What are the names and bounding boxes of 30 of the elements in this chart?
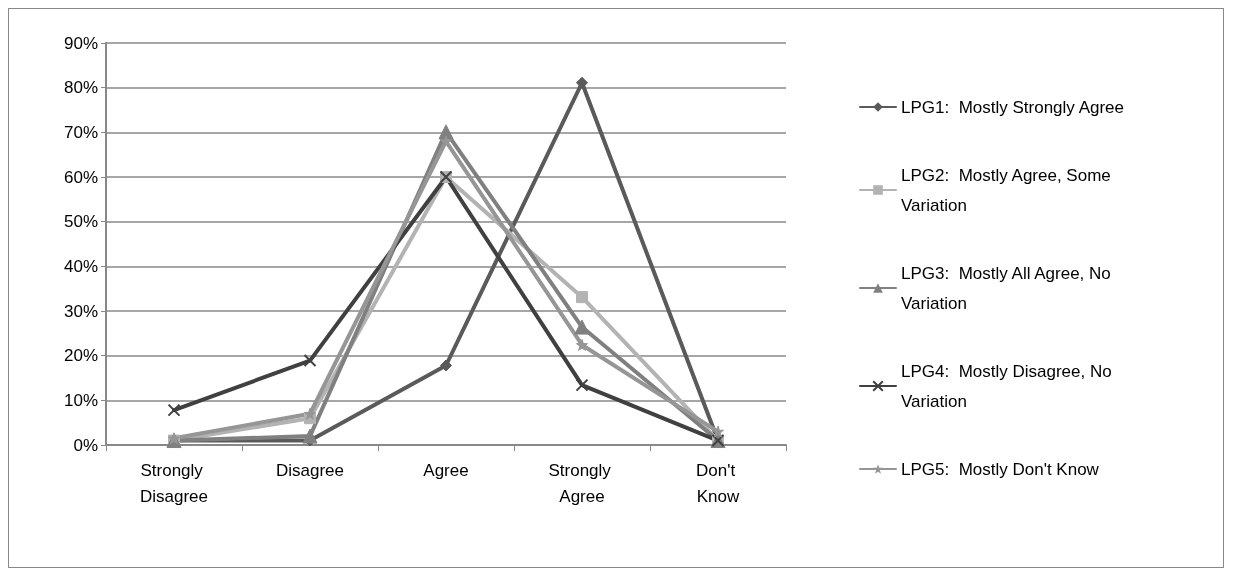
y-tick-label: 0% xyxy=(73,435,98,455)
y-tick-label: 40% xyxy=(63,256,98,276)
y-tick-label: 90% xyxy=(63,33,98,53)
point xyxy=(440,359,452,372)
point xyxy=(304,407,316,420)
x-tick-label: Disagree xyxy=(275,460,345,480)
x-tick-label: Agree xyxy=(423,460,469,480)
y-tick-label: 10% xyxy=(63,390,98,410)
y-tick-label: 60% xyxy=(63,167,98,187)
y-tick-label: 50% xyxy=(63,212,98,232)
x-tick-label: Strongly Agree xyxy=(548,460,616,506)
x-tick-label: Strongly Disagree xyxy=(139,460,209,506)
y-tick-label: 70% xyxy=(63,122,98,142)
point xyxy=(576,76,588,89)
legend-label: LPG4: Mostly Disagree, No Variation xyxy=(901,361,1117,411)
legend-label: LPG2: Mostly Agree, Some Variation xyxy=(901,165,1116,215)
y-tick-label: 20% xyxy=(63,346,98,366)
point xyxy=(712,425,724,438)
legend-label: LPG1: Mostly Strongly Agree xyxy=(901,97,1124,117)
point xyxy=(302,428,318,444)
legend-label: LPG5: Mostly Don't Know xyxy=(901,459,1100,479)
y-tick-label: 30% xyxy=(63,301,98,321)
point xyxy=(167,403,181,417)
legend-label: LPG3: Mostly All Agree, No Variation xyxy=(901,263,1116,313)
point xyxy=(576,291,588,304)
y-tick-label: 80% xyxy=(63,78,98,98)
x-tick-label: Don't Know xyxy=(696,460,740,506)
point xyxy=(303,354,317,368)
point xyxy=(574,319,590,335)
point xyxy=(576,338,588,351)
